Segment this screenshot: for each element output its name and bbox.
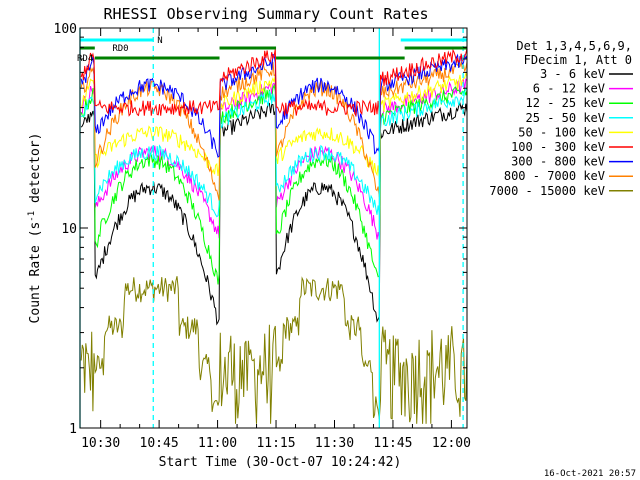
flag-bar-label: N [157, 36, 162, 46]
legend-label: 7000 - 15000 keV [489, 184, 605, 198]
y-axis: 100 10 1 [54, 22, 467, 437]
x-tick-label: 11:00 [198, 436, 237, 451]
x-tick-label: 12:00 [432, 436, 471, 451]
timestamp: 16-Oct-2021 20:57 [544, 469, 636, 479]
legend-label: 800 - 7000 keV [504, 169, 605, 183]
x-tick-label: 11:15 [256, 436, 295, 451]
x-tick-label: 10:45 [140, 436, 179, 451]
flag-bar-label: RD4 [77, 54, 93, 64]
y-axis-label: Count Rate (s-1 detector) [27, 133, 43, 324]
legend-label: 100 - 300 keV [511, 140, 605, 154]
y-tick-label: 10 [61, 222, 77, 237]
series-lines [80, 48, 468, 424]
y-tick-label: 100 [54, 22, 77, 37]
chart-title: RHESSI Observing Summary Count Rates [103, 5, 428, 23]
series-line [80, 88, 468, 218]
series-line [80, 276, 468, 424]
legend-label: 25 - 50 keV [526, 111, 605, 125]
legend-label: 3 - 6 keV [540, 67, 605, 81]
legend-header: Det 1,3,4,5,6,9, [516, 39, 632, 53]
y-tick-label: 1 [69, 422, 77, 437]
series-line [80, 71, 468, 180]
series-line [80, 83, 468, 285]
x-tick-label: 11:45 [373, 436, 412, 451]
flag-bar-label: RD0 [112, 44, 128, 54]
legend-label: 12 - 25 keV [526, 96, 605, 110]
x-tick-label: 11:30 [315, 436, 354, 451]
series-line [80, 61, 468, 201]
legend: Det 1,3,4,5,6,9,FDecim 1, Att 03 - 6 keV… [489, 39, 633, 198]
x-axis-label: Start Time (30-Oct-07 10:24:42) [159, 455, 402, 470]
series-line [80, 48, 468, 117]
flag-bars: N RD0 RD4 [77, 28, 467, 428]
x-axis: 10:30 10:45 11:00 11:15 11:30 11:45 12:00 [81, 28, 471, 451]
legend-label: 50 - 100 keV [518, 125, 605, 139]
legend-header: FDecim 1, Att 0 [524, 53, 632, 67]
x-tick-label: 10:30 [81, 436, 120, 451]
legend-label: 6 - 12 keV [533, 82, 605, 96]
legend-label: 300 - 800 keV [511, 155, 605, 169]
series-line [80, 102, 468, 326]
